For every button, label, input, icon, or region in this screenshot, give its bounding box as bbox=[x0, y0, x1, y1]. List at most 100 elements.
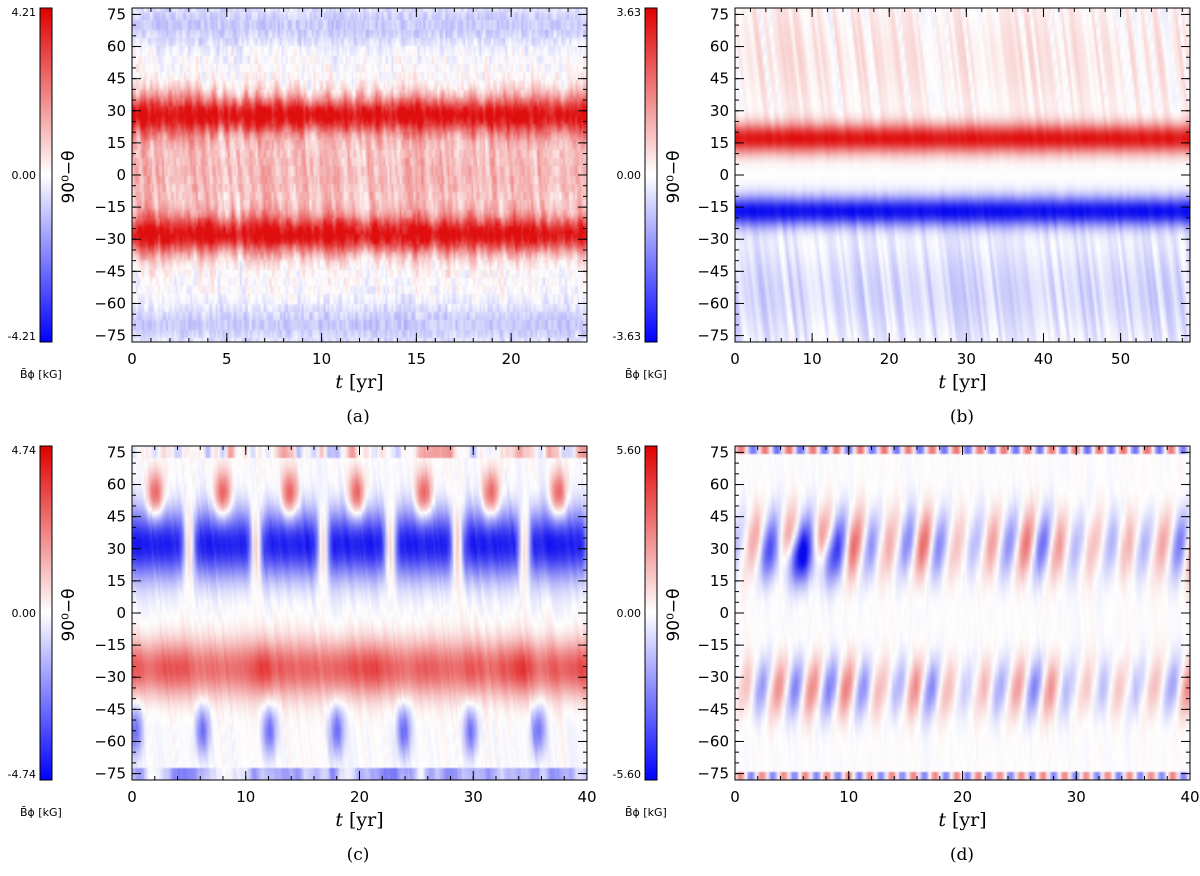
colorbar-tick-label: 3.63 bbox=[617, 6, 642, 19]
y-tick-label: −45 bbox=[697, 262, 729, 280]
x-axis-var: t bbox=[335, 371, 343, 393]
y-tick-label: −15 bbox=[94, 636, 126, 654]
x-tick-label: 0 bbox=[730, 788, 740, 806]
y-tick-label: −75 bbox=[94, 765, 126, 783]
y-tick-label: 60 bbox=[107, 476, 126, 494]
x-tick-label: 20 bbox=[502, 350, 521, 368]
y-tick-label: −30 bbox=[94, 668, 126, 686]
x-axis-unit: [yr] bbox=[349, 371, 384, 393]
y-tick-label: −75 bbox=[697, 327, 729, 345]
colorbar-tick-label: -4.74 bbox=[8, 768, 36, 781]
colorbar-tick-label: 4.21 bbox=[12, 6, 37, 19]
x-axis-label: t [yr] bbox=[938, 371, 986, 393]
colorbar-tick-label: 4.74 bbox=[12, 444, 37, 457]
x-axis-unit: [yr] bbox=[952, 371, 987, 393]
y-tick-label: −45 bbox=[94, 700, 126, 718]
y-axis-label: 90⁰−θ bbox=[59, 150, 79, 203]
x-tick-label: 10 bbox=[803, 350, 822, 368]
y-tick-label: 30 bbox=[107, 540, 126, 558]
colorbar bbox=[644, 445, 658, 781]
x-axis-unit: [yr] bbox=[952, 809, 987, 831]
x-tick-label: 10 bbox=[236, 788, 255, 806]
colorbar-tick-label: 0.00 bbox=[12, 607, 37, 620]
y-tick-label: 45 bbox=[710, 70, 729, 88]
heatmap-image bbox=[132, 446, 587, 780]
x-axis-var: t bbox=[938, 371, 946, 393]
x-tick-label: 40 bbox=[577, 788, 596, 806]
y-tick-label: −60 bbox=[697, 732, 729, 750]
x-axis-label: t [yr] bbox=[938, 809, 986, 831]
heatmap-image bbox=[735, 8, 1190, 342]
x-tick-label: 10 bbox=[312, 350, 331, 368]
colorbar-tick-label: 0.00 bbox=[617, 169, 642, 182]
y-tick-label: 60 bbox=[710, 476, 729, 494]
y-axis-label: 90⁰−θ bbox=[664, 588, 684, 641]
y-tick-label: 0 bbox=[116, 166, 126, 184]
x-tick-label: 0 bbox=[127, 788, 137, 806]
x-tick-label: 20 bbox=[880, 350, 899, 368]
heatmap-image bbox=[132, 8, 587, 342]
y-tick-label: 60 bbox=[710, 38, 729, 56]
x-tick-label: 0 bbox=[127, 350, 137, 368]
y-tick-label: −45 bbox=[94, 262, 126, 280]
y-tick-label: 0 bbox=[116, 604, 126, 622]
y-tick-label: 30 bbox=[710, 540, 729, 558]
x-tick-label: 30 bbox=[957, 350, 976, 368]
colorbar-tick-label: 0.00 bbox=[12, 169, 37, 182]
x-tick-label: 40 bbox=[1180, 788, 1199, 806]
x-tick-label: 15 bbox=[407, 350, 426, 368]
y-tick-label: 45 bbox=[107, 508, 126, 526]
y-tick-label: 15 bbox=[710, 134, 729, 152]
colorbar-title: B̄ϕ [kG] bbox=[20, 368, 62, 381]
x-axis-var: t bbox=[335, 809, 343, 831]
y-tick-label: −60 bbox=[697, 294, 729, 312]
panel-label: (c) bbox=[347, 845, 370, 865]
x-tick-label: 20 bbox=[350, 788, 369, 806]
y-tick-label: 0 bbox=[719, 166, 729, 184]
y-tick-label: −75 bbox=[94, 327, 126, 345]
y-tick-label: 15 bbox=[107, 134, 126, 152]
colorbar bbox=[644, 7, 658, 343]
y-tick-label: 75 bbox=[107, 5, 126, 23]
y-axis-label: 90⁰−θ bbox=[664, 150, 684, 203]
colorbar-tick-label: -5.60 bbox=[613, 768, 641, 781]
x-tick-label: 20 bbox=[953, 788, 972, 806]
colorbar-tick-label: 0.00 bbox=[617, 607, 642, 620]
x-axis-var: t bbox=[938, 809, 946, 831]
x-tick-label: 40 bbox=[1034, 350, 1053, 368]
y-tick-label: 60 bbox=[107, 38, 126, 56]
y-tick-label: 75 bbox=[710, 5, 729, 23]
y-tick-label: 75 bbox=[710, 443, 729, 461]
x-axis-unit: [yr] bbox=[349, 809, 384, 831]
x-tick-label: 5 bbox=[222, 350, 232, 368]
y-tick-label: −15 bbox=[697, 198, 729, 216]
y-tick-label: −30 bbox=[94, 230, 126, 248]
y-tick-label: −75 bbox=[697, 765, 729, 783]
y-tick-label: −45 bbox=[697, 700, 729, 718]
colorbar-title: B̄ϕ [kG] bbox=[625, 368, 667, 381]
colorbar-title: B̄ϕ [kG] bbox=[20, 806, 62, 819]
y-tick-label: 45 bbox=[710, 508, 729, 526]
y-tick-label: 30 bbox=[710, 102, 729, 120]
x-tick-label: 30 bbox=[1067, 788, 1086, 806]
x-axis-label: t [yr] bbox=[335, 809, 383, 831]
y-tick-label: −15 bbox=[697, 636, 729, 654]
colorbar bbox=[39, 7, 53, 343]
x-tick-label: 30 bbox=[464, 788, 483, 806]
y-tick-label: 15 bbox=[710, 572, 729, 590]
y-tick-label: −60 bbox=[94, 294, 126, 312]
y-tick-label: −30 bbox=[697, 230, 729, 248]
colorbar-tick-label: 5.60 bbox=[617, 444, 642, 457]
colorbar-title: B̄ϕ [kG] bbox=[625, 806, 667, 819]
y-tick-label: 30 bbox=[107, 102, 126, 120]
panel-label: (b) bbox=[950, 407, 974, 427]
y-tick-label: 0 bbox=[719, 604, 729, 622]
y-tick-label: −15 bbox=[94, 198, 126, 216]
x-tick-label: 50 bbox=[1111, 350, 1130, 368]
colorbar-tick-label: -3.63 bbox=[613, 330, 641, 343]
panel-label: (a) bbox=[346, 407, 369, 427]
